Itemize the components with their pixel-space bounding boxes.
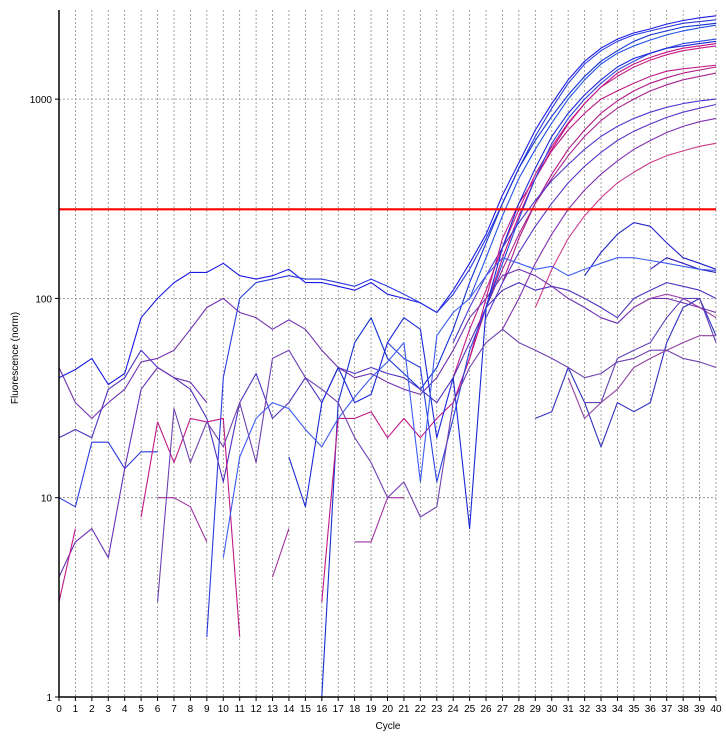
- series-line-27: [157, 328, 717, 602]
- series-line-13: [584, 222, 717, 277]
- x-tick-label: 37: [661, 704, 673, 715]
- x-tick-label: 39: [694, 704, 706, 715]
- grid-layer: [59, 10, 717, 697]
- y-tick-label: 100: [35, 294, 52, 305]
- series-line-19: [584, 297, 717, 404]
- x-tick-label: 33: [595, 704, 607, 715]
- x-tick-label: 4: [122, 704, 128, 715]
- series-line-26: [222, 257, 717, 558]
- x-tick-label: 5: [138, 704, 144, 715]
- x-tick-label: 27: [497, 704, 509, 715]
- x-tick-label: 40: [710, 704, 722, 715]
- x-tick-label: 30: [546, 704, 558, 715]
- series-line-12: [534, 142, 717, 308]
- x-tick-label: 6: [155, 704, 161, 715]
- axis-layer: 0 1 2 3 4 5 6 7 8 9 10 11 12 13 14 15 16 17 18 19 20 21 22 23 24…: [30, 10, 722, 715]
- series-line-21: [58, 366, 208, 578]
- series-line-14: [649, 257, 717, 273]
- x-tick-label: 0: [56, 704, 62, 715]
- series-line-1: [58, 15, 717, 386]
- x-tick-label: 36: [645, 704, 657, 715]
- x-tick-label: 17: [333, 704, 345, 715]
- x-tick-label: 11: [234, 704, 245, 715]
- x-tick-label: 16: [316, 704, 328, 715]
- series-line-16: [58, 268, 717, 419]
- x-tick-label: 14: [283, 704, 295, 715]
- y-tick-label: 10: [41, 494, 53, 505]
- series-line-18: [535, 297, 717, 448]
- x-tick-label: 19: [366, 704, 378, 715]
- x-tick-label: 8: [188, 704, 194, 715]
- series-line-4: [469, 24, 717, 299]
- x-tick-label: 2: [89, 704, 95, 715]
- series-line-2: [58, 19, 717, 638]
- x-tick-label: 29: [530, 704, 542, 715]
- x-tick-label: 18: [349, 704, 361, 715]
- x-tick-label: 28: [513, 704, 525, 715]
- x-tick-label: 20: [382, 704, 394, 715]
- x-tick-label: 7: [171, 704, 177, 715]
- series-line-17: [633, 293, 717, 319]
- x-tick-label: 31: [563, 704, 575, 715]
- series-layer: [58, 15, 717, 698]
- x-tick-label: 12: [251, 704, 263, 715]
- series-line-8: [485, 72, 717, 308]
- x-axis-label: Cycle: [375, 721, 400, 732]
- x-tick-label: 32: [579, 704, 591, 715]
- x-tick-label: 24: [448, 704, 460, 715]
- y-axis-label: Fluorescence (norm): [10, 312, 21, 404]
- x-tick-label: 34: [612, 704, 624, 715]
- x-tick-label: 13: [267, 704, 279, 715]
- x-tick-label: 38: [678, 704, 690, 715]
- series-line-10: [485, 103, 717, 318]
- x-tick-label: 15: [300, 704, 312, 715]
- series-line-20: [567, 335, 716, 419]
- x-tick-label: 9: [204, 704, 210, 715]
- x-tick-label: 26: [480, 704, 492, 715]
- x-tick-label: 10: [218, 704, 230, 715]
- x-tick-label: 25: [464, 704, 476, 715]
- series-line-23: [157, 497, 404, 578]
- x-tick-label: 22: [415, 704, 427, 715]
- x-tick-label: 1: [73, 704, 79, 715]
- x-tick-label: 21: [398, 704, 410, 715]
- series-line-25: [288, 40, 717, 530]
- series-line-6: [452, 45, 717, 378]
- x-tick-label: 3: [105, 704, 111, 715]
- x-tick-label: 35: [628, 704, 640, 715]
- series-line-3: [321, 22, 717, 698]
- x-tick-label: 23: [431, 704, 443, 715]
- y-tick-label: 1000: [30, 95, 53, 106]
- series-line-11: [502, 117, 717, 330]
- y-tick-label: 1: [46, 693, 52, 704]
